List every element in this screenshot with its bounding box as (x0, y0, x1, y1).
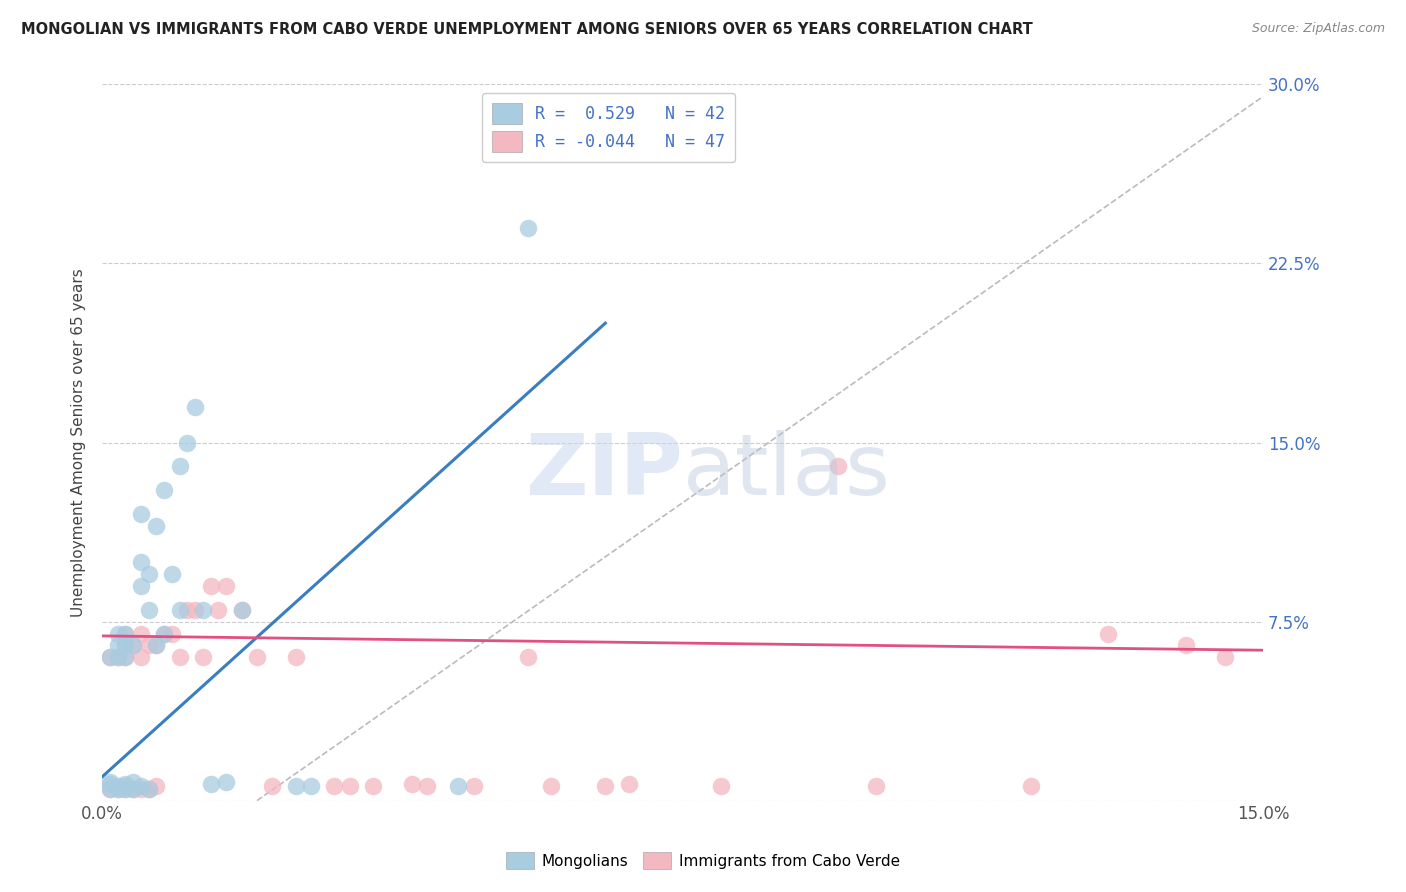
Point (153, 626, 176, 640)
Point (107, 626, 129, 640)
Point (516, 220, 538, 235)
Point (231, 602, 253, 616)
Point (207, 602, 229, 616)
Point (114, 781, 136, 796)
Point (540, 779, 562, 793)
Point (114, 626, 136, 640)
Point (516, 650, 538, 665)
Text: ZIP: ZIP (524, 430, 683, 513)
Point (153, 483, 176, 498)
Point (122, 639, 145, 653)
Point (153, 626, 176, 640)
Point (215, 579, 238, 593)
Point (617, 777, 640, 791)
Point (1213, 650, 1236, 665)
Point (262, 779, 284, 793)
Point (114, 650, 136, 665)
Point (176, 435, 198, 450)
Point (114, 779, 136, 793)
Point (138, 566, 160, 581)
Legend: Mongolians, Immigrants from Cabo Verde: Mongolians, Immigrants from Cabo Verde (501, 846, 905, 875)
Point (595, 779, 617, 793)
Point (447, 779, 470, 793)
Point (122, 774, 145, 789)
Text: Source: ZipAtlas.com: Source: ZipAtlas.com (1251, 22, 1385, 36)
Point (416, 779, 439, 793)
Point (1019, 779, 1042, 793)
Point (191, 650, 214, 665)
Point (827, 459, 849, 474)
Point (145, 639, 167, 653)
Point (114, 626, 136, 640)
Point (138, 781, 160, 796)
Point (160, 626, 183, 640)
Point (323, 779, 346, 793)
Point (129, 507, 152, 521)
Point (129, 626, 152, 640)
Legend: R =  0.529   N = 42, R = -0.044   N = 47: R = 0.529 N = 42, R = -0.044 N = 47 (482, 93, 735, 162)
Point (114, 777, 136, 791)
Point (160, 566, 183, 581)
Point (138, 602, 160, 616)
Point (138, 639, 160, 653)
Point (1097, 626, 1119, 640)
Point (107, 650, 129, 665)
Point (215, 774, 238, 789)
Point (463, 779, 485, 793)
Point (169, 602, 191, 616)
Point (114, 639, 136, 653)
Point (107, 781, 129, 796)
Point (107, 781, 129, 796)
Point (184, 602, 207, 616)
Point (98, 650, 121, 665)
Point (710, 779, 733, 793)
Point (122, 639, 145, 653)
Point (145, 639, 167, 653)
Point (114, 639, 136, 653)
Point (98, 774, 121, 789)
Point (246, 650, 269, 665)
Point (129, 650, 152, 665)
Point (129, 779, 152, 793)
Point (145, 519, 167, 533)
Point (169, 459, 191, 474)
Point (138, 781, 160, 796)
Point (114, 781, 136, 796)
Point (200, 777, 222, 791)
Point (284, 779, 307, 793)
Point (191, 602, 214, 616)
Point (200, 579, 222, 593)
Point (98, 781, 121, 796)
Text: MONGOLIAN VS IMMIGRANTS FROM CABO VERDE UNEMPLOYMENT AMONG SENIORS OVER 65 YEARS: MONGOLIAN VS IMMIGRANTS FROM CABO VERDE … (21, 22, 1033, 37)
Point (129, 579, 152, 593)
Point (107, 650, 129, 665)
Point (1174, 639, 1197, 653)
Point (299, 779, 322, 793)
Point (231, 602, 253, 616)
Point (145, 779, 167, 793)
Point (169, 650, 191, 665)
Point (107, 779, 129, 793)
Point (98, 781, 121, 796)
Point (176, 602, 198, 616)
Text: atlas: atlas (683, 430, 891, 513)
Point (284, 650, 307, 665)
Point (107, 639, 129, 653)
Point (865, 779, 887, 793)
Point (122, 781, 145, 796)
Point (339, 779, 361, 793)
Point (98, 650, 121, 665)
Point (401, 777, 423, 791)
Y-axis label: Unemployment Among Seniors over 65 years: Unemployment Among Seniors over 65 years (72, 268, 86, 617)
Point (114, 650, 136, 665)
Point (98, 777, 121, 791)
Point (129, 555, 152, 569)
Point (122, 781, 145, 796)
Point (129, 781, 152, 796)
Point (184, 400, 207, 414)
Point (361, 779, 384, 793)
